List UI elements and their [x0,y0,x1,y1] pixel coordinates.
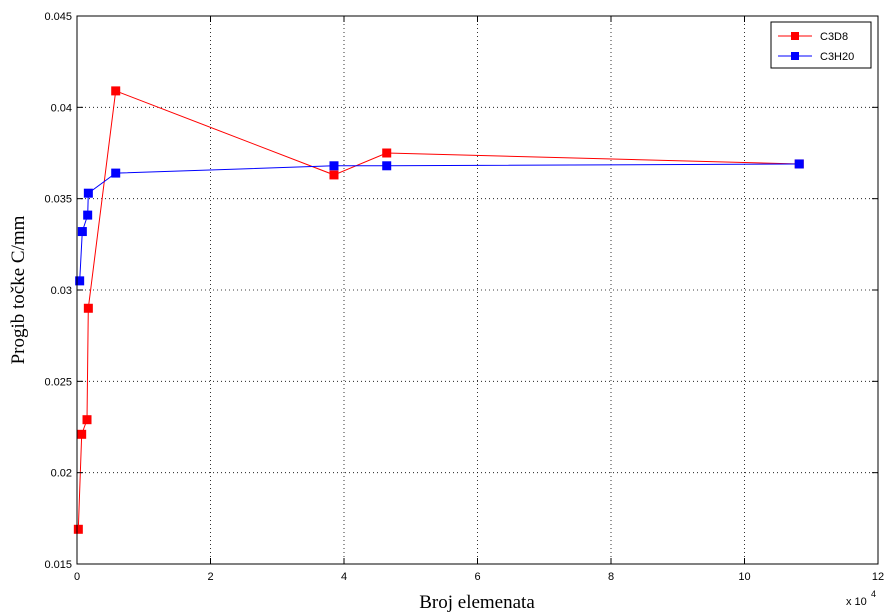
x-tick-label: 12 [872,571,884,583]
data-point-c3d8 [83,303,93,313]
data-point-c3h20 [83,188,93,198]
x-tick-label: 10 [738,571,750,583]
data-point-c3d8 [382,148,392,158]
data-point-c3d8 [73,524,83,534]
y-tick-label: 0.04 [51,102,72,114]
x-tick-label: 4 [341,571,347,583]
y-tick-label: 0.045 [44,11,72,23]
y-tick-label: 0.015 [44,559,72,571]
y-axis-label: Progib točke C/mm [8,215,29,364]
y-tick-label: 0.03 [51,285,72,297]
x-exponent-base: x 10 [846,596,867,608]
data-point-c3h20 [75,276,85,286]
x-tick-label: 8 [608,571,614,583]
legend: C3D8 C3H20 [770,21,872,69]
x-axis-label: Broj elemenata [419,592,535,612]
y-tick-label: 0.035 [44,194,72,206]
grid [77,16,878,564]
legend-label-c3h20: C3H20 [820,51,854,63]
data-point-c3h20 [794,159,804,169]
data-point-c3d8 [77,429,87,439]
ticks: 0 2 4 6 8 10 12 0.015 0.02 0.025 0.03 0.035 0.04 0.04… [44,11,884,583]
legend-label-c3d8: C3D8 [820,31,848,43]
x-tick-label: 2 [207,571,213,583]
x-tick-label: 6 [474,571,480,583]
x-exponent-power: 4 [871,589,876,599]
legend-marker-c3d8 [791,32,799,40]
y-tick-label: 0.025 [44,376,72,388]
y-tick-label: 0.02 [51,468,72,480]
x-tick-label: 0 [74,571,80,583]
data-point-c3d8 [82,415,92,425]
data-point-c3h20 [382,161,392,171]
data-point-c3d8 [329,170,339,180]
data-point-c3h20 [329,161,339,171]
legend-marker-c3h20 [791,52,799,60]
data-point-c3h20 [83,210,93,220]
data-point-c3h20 [111,168,121,178]
data-point-c3h20 [77,227,87,237]
legend-box [770,21,872,69]
series-layer [73,86,804,534]
data-point-c3d8 [111,86,121,96]
